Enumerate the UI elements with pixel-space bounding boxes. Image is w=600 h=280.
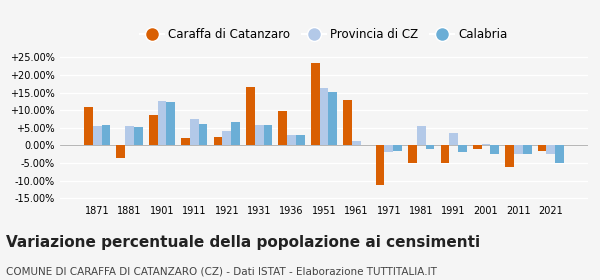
Bar xyxy=(514,145,523,154)
Bar xyxy=(116,145,125,158)
Bar xyxy=(166,102,175,145)
Bar xyxy=(149,115,158,145)
Bar xyxy=(473,145,482,148)
Bar xyxy=(555,145,564,163)
Bar xyxy=(547,145,555,154)
Bar xyxy=(296,135,305,145)
Bar xyxy=(84,107,93,145)
Bar xyxy=(311,63,320,145)
Bar xyxy=(417,126,425,145)
Bar xyxy=(181,137,190,145)
Bar xyxy=(134,127,143,145)
Bar xyxy=(449,133,458,145)
Bar xyxy=(125,126,134,145)
Bar xyxy=(440,145,449,163)
Bar xyxy=(246,87,255,145)
Bar xyxy=(158,101,166,145)
Bar xyxy=(425,145,434,149)
Bar xyxy=(328,92,337,145)
Bar xyxy=(538,145,547,151)
Bar xyxy=(482,144,490,145)
Bar xyxy=(385,145,393,152)
Bar xyxy=(214,137,223,145)
Bar xyxy=(320,88,328,145)
Bar xyxy=(231,122,240,145)
Bar xyxy=(101,125,110,145)
Bar xyxy=(263,125,272,145)
Bar xyxy=(490,145,499,154)
Bar xyxy=(199,124,208,145)
Bar xyxy=(458,145,467,152)
Bar xyxy=(376,145,385,185)
Bar xyxy=(343,100,352,145)
Bar xyxy=(352,141,361,145)
Text: Variazione percentuale della popolazione ai censimenti: Variazione percentuale della popolazione… xyxy=(6,235,480,250)
Bar xyxy=(190,119,199,145)
Legend: Caraffa di Catanzaro, Provincia di CZ, Calabria: Caraffa di Catanzaro, Provincia di CZ, C… xyxy=(135,23,513,45)
Text: COMUNE DI CARAFFA DI CATANZARO (CZ) - Dati ISTAT - Elaborazione TUTTITALIA.IT: COMUNE DI CARAFFA DI CATANZARO (CZ) - Da… xyxy=(6,266,437,276)
Bar xyxy=(223,131,231,145)
Bar xyxy=(287,135,296,145)
Bar xyxy=(393,145,402,151)
Bar xyxy=(255,125,263,145)
Bar xyxy=(523,145,532,154)
Bar xyxy=(278,111,287,145)
Bar xyxy=(505,145,514,167)
Bar xyxy=(408,145,417,163)
Bar xyxy=(93,126,101,145)
